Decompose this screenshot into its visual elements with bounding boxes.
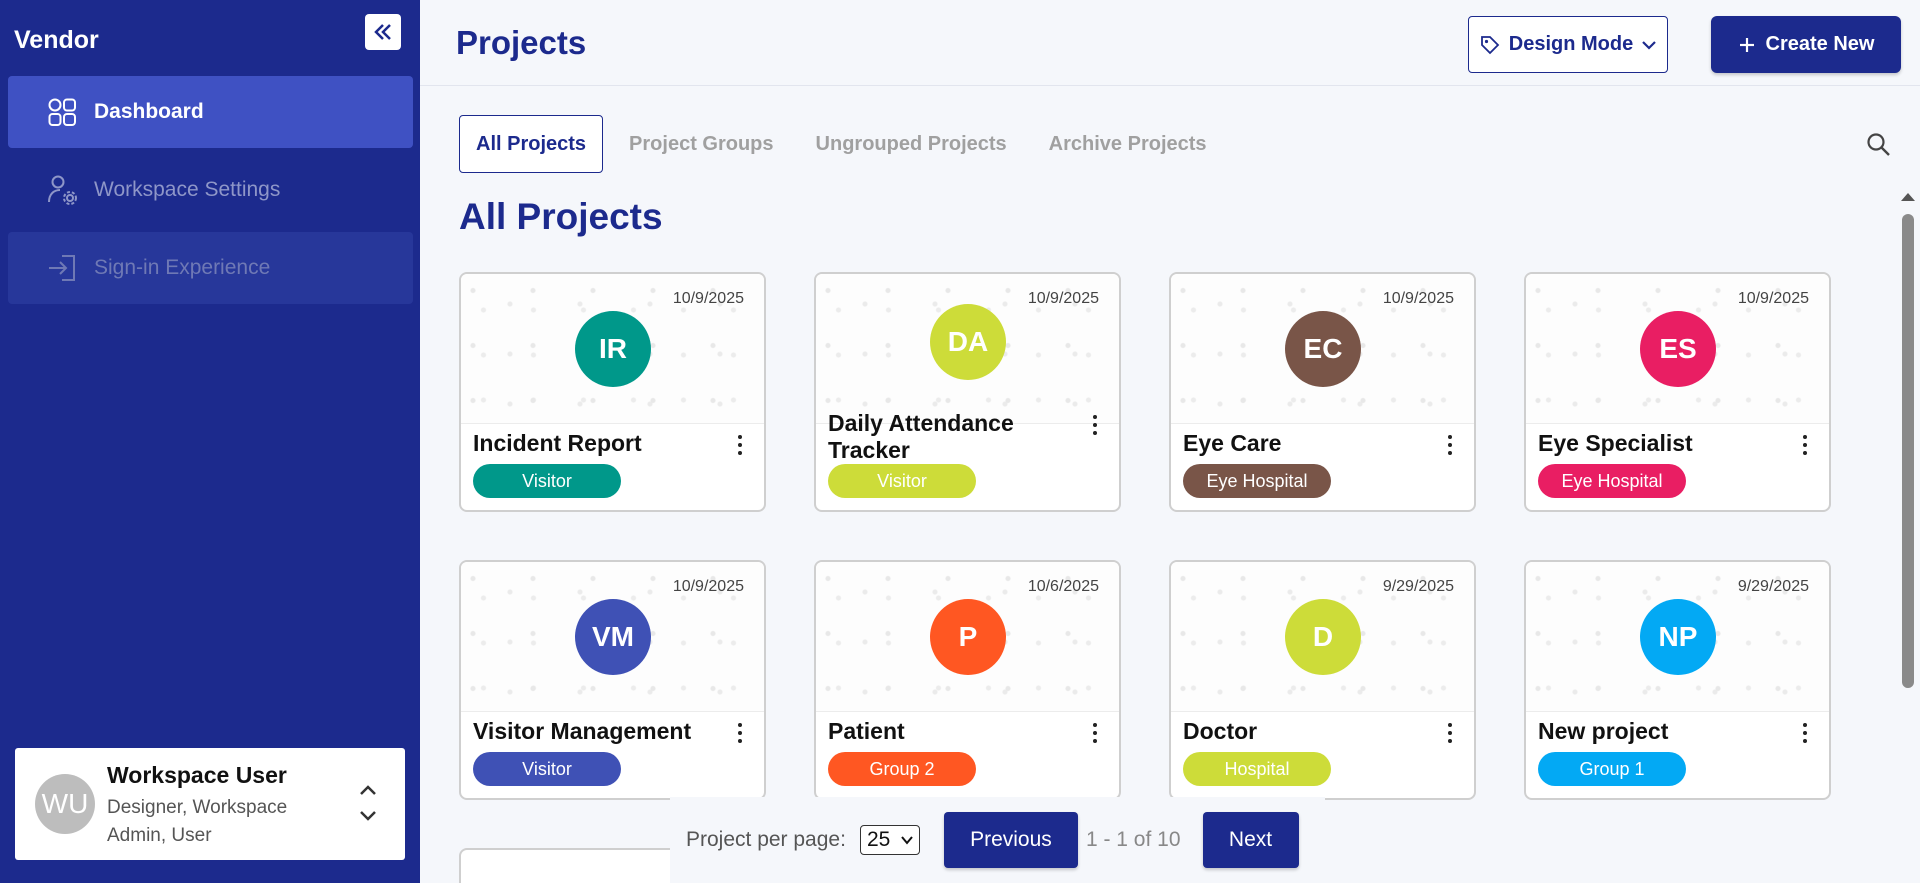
project-card[interactable]: 9/29/2025 D Doctor Hospital [1169, 560, 1476, 800]
project-card[interactable]: 10/9/2025 DA Daily Attendance Tracker Vi… [814, 272, 1121, 512]
card-tag: Visitor [473, 752, 621, 786]
project-card[interactable]: 10/9/2025 IR Incident Report Visitor [459, 272, 766, 512]
card-title: Patient [828, 718, 905, 744]
plus-icon [1739, 37, 1754, 52]
card-tag: Group 2 [828, 752, 976, 786]
create-new-button[interactable]: Create New [1711, 16, 1901, 73]
card-date: 10/9/2025 [1737, 290, 1809, 307]
sidebar-item-label: Dashboard [94, 100, 204, 123]
more-options-icon[interactable] [1444, 432, 1456, 458]
more-options-icon[interactable] [1444, 720, 1456, 746]
user-settings-icon [46, 174, 78, 206]
avatar: WU [35, 774, 95, 834]
card-date: 10/6/2025 [1027, 578, 1099, 595]
sidebar-item-sign-in-experience[interactable]: Sign-in Experience [8, 232, 413, 304]
sign-in-icon [46, 252, 78, 284]
design-mode-label: Design Mode [1508, 33, 1634, 55]
per-page-value: 25 [866, 828, 891, 851]
sidebar-item-dashboard[interactable]: Dashboard [8, 76, 413, 148]
project-initials-badge: EC [1285, 311, 1361, 387]
user-roles: Designer, Workspace Admin, User [107, 797, 288, 846]
double-chevron-left-icon [374, 24, 391, 40]
chevron-up-down-icon [360, 785, 376, 821]
page-title: Projects [456, 24, 587, 61]
header: Projects Design Mode Create New [420, 0, 1920, 86]
chevron-down-icon [901, 836, 913, 845]
project-initials-badge: ES [1640, 311, 1716, 387]
pagination: Project per page: 25 Previous 1 - 1 of 1… [670, 797, 1325, 883]
scrollbar-thumb[interactable] [1902, 214, 1914, 688]
project-initials-badge: IR [575, 311, 651, 387]
search-button[interactable] [1865, 131, 1893, 159]
project-initials-badge: VM [575, 599, 651, 675]
card-title: Eye Specialist [1538, 430, 1693, 456]
tab-project-groups[interactable]: Project Groups [629, 132, 774, 155]
grid-icon [46, 96, 78, 128]
card-title: Visitor Management [473, 718, 692, 744]
per-page-select[interactable]: 25 [859, 825, 920, 855]
user-name: Workspace User [107, 762, 287, 788]
chevron-down-icon [1642, 40, 1656, 50]
project-card[interactable]: 10/9/2025 VM Visitor Management Visitor [459, 560, 766, 800]
tab-all-projects[interactable]: All Projects [459, 115, 604, 173]
card-title: Daily Attendance Tracker [828, 410, 1014, 463]
card-tag: Visitor [473, 464, 621, 498]
project-initials-badge: D [1285, 599, 1361, 675]
tag-icon [1480, 35, 1500, 54]
design-mode-dropdown[interactable]: Design Mode [1468, 16, 1668, 73]
card-date: 10/9/2025 [672, 578, 744, 595]
card-date: 10/9/2025 [1027, 290, 1099, 307]
card-title: New project [1538, 718, 1669, 744]
card-date: 9/29/2025 [1382, 578, 1454, 595]
project-initials-badge: DA [930, 304, 1006, 380]
page-range-text: 1 - 1 of 10 [1085, 828, 1181, 851]
user-profile-card[interactable]: WU Workspace User Designer, Workspace Ad… [15, 748, 405, 860]
more-options-icon[interactable] [1089, 412, 1101, 438]
more-options-icon[interactable] [734, 432, 746, 458]
card-title: Incident Report [473, 430, 642, 456]
more-options-icon[interactable] [1799, 432, 1811, 458]
card-tag: Hospital [1183, 752, 1331, 786]
card-date: 10/9/2025 [672, 290, 744, 307]
section-title: All Projects [459, 196, 663, 237]
card-tag: Group 1 [1538, 752, 1686, 786]
user-menu-toggle[interactable] [353, 778, 383, 828]
next-page-button[interactable]: Next [1202, 812, 1299, 868]
more-options-icon[interactable] [1089, 720, 1101, 746]
card-date: 10/9/2025 [1382, 290, 1454, 307]
per-page-label: Project per page: [686, 828, 846, 851]
sidebar-item-workspace-settings[interactable]: Workspace Settings [8, 154, 413, 226]
card-title: Eye Care [1183, 430, 1282, 456]
more-options-icon[interactable] [1799, 720, 1811, 746]
sidebar-item-label: Sign-in Experience [94, 256, 271, 279]
card-tag: Eye Hospital [1538, 464, 1686, 498]
previous-page-button[interactable]: Previous [943, 812, 1078, 868]
card-title: Doctor [1183, 718, 1258, 744]
project-card[interactable]: 10/9/2025 ES Eye Specialist Eye Hospital [1524, 272, 1831, 512]
project-initials-badge: P [930, 599, 1006, 675]
project-card[interactable]: 10/9/2025 EC Eye Care Eye Hospital [1169, 272, 1476, 512]
create-new-label: Create New [1765, 33, 1875, 55]
sidebar: Vendor Dashboard Workspace Sett [0, 0, 420, 883]
project-initials-badge: NP [1640, 599, 1716, 675]
card-tag: Visitor [828, 464, 976, 498]
tab-ungrouped-projects[interactable]: Ungrouped Projects [815, 132, 1007, 155]
collapse-sidebar-button[interactable] [365, 14, 401, 50]
sidebar-item-label: Workspace Settings [94, 178, 281, 201]
search-icon [1867, 133, 1890, 156]
scroll-up-arrow[interactable] [1901, 193, 1915, 201]
card-date: 9/29/2025 [1737, 578, 1809, 595]
card-tag: Eye Hospital [1183, 464, 1331, 498]
tab-archive-projects[interactable]: Archive Projects [1048, 132, 1207, 155]
project-card[interactable]: 10/6/2025 P Patient Group 2 [814, 560, 1121, 800]
more-options-icon[interactable] [734, 720, 746, 746]
card-thumbnail [816, 562, 1119, 712]
project-card[interactable]: 9/29/2025 NP New project Group 1 [1524, 560, 1831, 800]
project-tabs: All Projects Project Groups Ungrouped Pr… [459, 115, 1233, 173]
brand-name: Vendor [14, 26, 99, 54]
